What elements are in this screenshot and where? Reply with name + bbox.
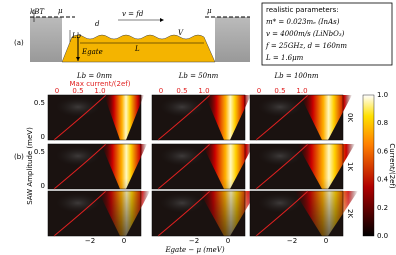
heatmap-peak — [104, 95, 144, 140]
gate — [61, 34, 216, 63]
row-label: 2K — [346, 209, 354, 218]
colorbar-label: Current/(2ef) — [388, 143, 396, 189]
top-tick-label: 0 — [159, 87, 163, 95]
heatmap-blob — [258, 146, 302, 166]
max-current-curve — [255, 190, 309, 237]
row-label: 1K — [346, 162, 354, 171]
top-tick-label: 0.5 — [274, 87, 285, 95]
heatmap-peak — [205, 95, 251, 140]
top-tick-label: 1.0 — [94, 87, 105, 95]
max-current-curve — [53, 143, 107, 190]
colorbar-tick-label: 0.4 — [377, 176, 389, 184]
panel-frame — [151, 94, 246, 141]
x-tick-label: −2 — [85, 237, 95, 245]
y-tick-label: 0.5 — [34, 99, 45, 107]
max-current-curve — [53, 190, 107, 237]
heatmap-blob — [160, 146, 204, 166]
row-label: 0K — [346, 113, 354, 122]
top-tick-label: 0.5 — [72, 87, 83, 95]
mu-label: μ — [58, 7, 63, 15]
colorbar-tick-label: 0.0 — [377, 232, 388, 240]
arrowhead — [160, 18, 164, 22]
colorbar-tick-label: 0.6 — [377, 147, 389, 155]
max-current-curve — [157, 190, 211, 237]
heatmap-blob — [56, 146, 100, 166]
y-tick-label: 0.5 — [34, 148, 45, 156]
x-axis-label: Egate − μ (meV) — [164, 246, 224, 254]
x-tick-label: 0 — [122, 237, 126, 245]
heatmap-blob — [160, 193, 204, 213]
panel-frame — [249, 94, 344, 141]
max-current-curve — [157, 143, 211, 190]
top-tick-label: 1.0 — [296, 87, 307, 95]
heatmap-blob — [56, 97, 100, 117]
panel-frame — [47, 190, 142, 237]
y-tick-label: 0 — [41, 182, 45, 190]
lb-label: Lb — [71, 32, 82, 40]
heatmap-peak — [294, 191, 358, 236]
max-current-curve — [53, 94, 107, 141]
colorbar-tick-label: 1.0 — [377, 91, 388, 99]
kbt-label: kBT — [30, 8, 45, 16]
top-tick-label: 0.5 — [176, 87, 187, 95]
top-tick-label: 1.0 — [198, 87, 209, 95]
x-tick-label: 0 — [226, 237, 230, 245]
max-current-curve — [157, 94, 211, 141]
heatmap-peak — [300, 95, 352, 140]
parameter: f = 25GHz, d = 160nm — [265, 42, 347, 50]
top-tick-label: 0 — [55, 87, 59, 95]
lead-left — [30, 17, 62, 62]
top-axis-label: Max current/(2ef) — [70, 80, 131, 88]
velocity-label: v = fd — [122, 10, 144, 18]
x-tick-label: −2 — [189, 237, 199, 245]
arrowhead — [76, 57, 80, 61]
heatmap-blob — [258, 97, 302, 117]
d-label: d — [95, 20, 100, 28]
parameter: realistic parameters: — [266, 6, 339, 14]
mu-label: μ — [207, 7, 212, 15]
parameter: L = 1.6μm — [265, 54, 304, 62]
panel-frame — [151, 143, 246, 190]
panel-frame — [249, 190, 344, 237]
y-tick-label: 0 — [41, 133, 45, 141]
top-tick-label: 0 — [257, 87, 261, 95]
heatmap-peak — [101, 144, 147, 189]
lead-right — [215, 17, 250, 62]
panel-frame — [47, 143, 142, 190]
heatmap-peak — [202, 144, 254, 189]
heatmap-peak — [297, 144, 355, 189]
schematic: (a) kBT μ μ d v = fd Lb V L Egate — [14, 2, 393, 66]
egate-label: Egate — [81, 48, 103, 56]
heatmap-blob — [258, 193, 302, 213]
column-title: Lb = 0nm — [76, 72, 112, 80]
y-axis-label: SAW Amplitude (meV) — [26, 127, 34, 205]
column-title: Lb = 50nm — [178, 72, 219, 80]
potential-label: V — [178, 29, 184, 37]
max-current-curve — [255, 143, 309, 190]
column-title: Lb = 100nm — [274, 72, 319, 80]
colorbar — [362, 94, 375, 237]
parameter: m* = 0.023mₑ (InAs) — [266, 18, 340, 26]
panel-frame — [151, 190, 246, 237]
colorbar-tick-label: 0.8 — [377, 119, 388, 127]
heatmap-peak — [98, 191, 150, 236]
length-label: L — [134, 45, 140, 53]
panel-frame — [249, 143, 344, 190]
x-tick-label: −2 — [287, 237, 297, 245]
x-tick-label: 0 — [324, 237, 328, 245]
panel-label: (a) — [14, 39, 24, 47]
panel-frame — [47, 94, 142, 141]
colorbar-tick-label: 0.2 — [377, 204, 388, 212]
heatmap-blob — [56, 193, 100, 213]
heatmap-blob — [160, 97, 204, 117]
parameter: v = 4000m/s (LiNbO₃) — [266, 30, 345, 38]
heatmap-peak — [199, 191, 257, 236]
max-current-curve — [255, 94, 309, 141]
panel-label: (b) — [14, 153, 24, 161]
parameter-box — [261, 2, 393, 66]
